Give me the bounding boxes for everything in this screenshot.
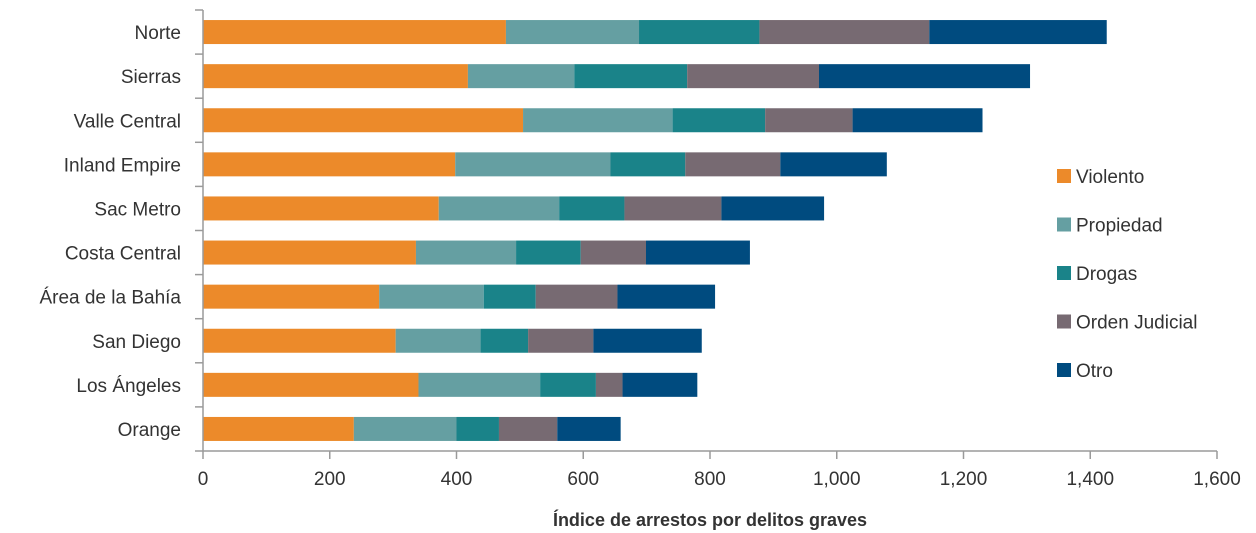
bar-area-de-la-bahia-orden-judicial	[535, 284, 618, 309]
bar-valle-central-drogas	[672, 108, 766, 133]
bar-costa-central-propiedad	[415, 240, 517, 265]
bar-los-angeles-violento	[203, 372, 419, 397]
bar-area-de-la-bahia-otro	[617, 284, 716, 309]
bar-inland-empire-propiedad	[455, 152, 611, 177]
bar-valle-central-otro	[852, 108, 983, 133]
x-tick-label: 0	[198, 469, 209, 490]
legend-swatch-orden-judicial	[1057, 314, 1071, 329]
bar-sac-metro-propiedad	[438, 196, 560, 221]
x-axis-title: Índice de arrestos por delitos graves	[553, 509, 867, 530]
x-tick-label: 800	[694, 469, 726, 490]
bar-area-de-la-bahia-drogas	[483, 284, 536, 309]
bar-san-diego-otro	[593, 328, 702, 353]
bar-area-de-la-bahia-violento	[203, 284, 380, 309]
category-label: Costa Central	[65, 244, 181, 265]
bar-los-angeles-orden-judicial	[595, 372, 623, 397]
bar-los-angeles-propiedad	[418, 372, 541, 397]
x-tick-label: 200	[314, 469, 346, 490]
legend-swatch-drogas	[1057, 266, 1071, 280]
bar-inland-empire-otro	[780, 152, 887, 177]
legend-label-drogas: Drogas	[1076, 264, 1137, 285]
bar-sac-metro-otro	[721, 196, 825, 221]
category-label: Inland Empire	[64, 155, 181, 176]
bar-sierras-otro	[819, 64, 1031, 89]
bar-norte-propiedad	[505, 20, 640, 45]
bar-los-angeles-drogas	[540, 372, 596, 397]
bar-los-angeles-otro	[622, 372, 698, 397]
x-tick-label: 600	[567, 469, 599, 490]
bar-sierras-drogas	[574, 64, 688, 89]
bar-area-de-la-bahia-propiedad	[379, 284, 484, 309]
category-label: Sierras	[121, 67, 181, 88]
bar-san-diego-orden-judicial	[528, 328, 594, 353]
legend: Violento Propiedad Drogas Orden Judicial Otr…	[1057, 167, 1197, 382]
legend-swatch-violento	[1057, 169, 1071, 183]
bar-sac-metro-orden-judicial	[624, 196, 722, 221]
bar-sierras-orden-judicial	[687, 64, 819, 89]
bars-group	[203, 20, 1107, 441]
bar-norte-drogas	[639, 20, 760, 45]
bar-valle-central-orden-judicial	[765, 108, 853, 133]
legend-label-propiedad: Propiedad	[1076, 216, 1163, 237]
category-label: San Diego	[92, 332, 181, 353]
x-tick-label: 1,200	[940, 469, 988, 490]
bar-norte-orden-judicial	[759, 20, 930, 45]
bar-costa-central-drogas	[516, 240, 581, 265]
bar-costa-central-orden-judicial	[580, 240, 646, 265]
bar-costa-central-otro	[645, 240, 750, 265]
bar-norte-otro	[929, 20, 1107, 45]
bar-costa-central-violento	[203, 240, 416, 265]
category-label: Valle Central	[74, 111, 181, 132]
legend-swatch-propiedad	[1057, 217, 1071, 232]
bar-norte-violento	[203, 20, 506, 45]
bar-inland-empire-orden-judicial	[685, 152, 781, 177]
legend-label-violento: Violento	[1076, 167, 1144, 188]
bar-inland-empire-drogas	[610, 152, 686, 177]
axes-group: Norte Sierras Valle Central Inland Empire Sa…	[39, 9, 1241, 490]
legend-label-otro: Otro	[1076, 361, 1113, 382]
category-label: Norte	[135, 23, 181, 44]
bar-san-diego-propiedad	[395, 328, 481, 353]
category-label: Orange	[118, 420, 181, 441]
bar-inland-empire-violento	[203, 152, 456, 177]
legend-swatch-otro	[1057, 363, 1071, 377]
legend-label-orden-judicial: Orden Judicial	[1076, 313, 1197, 334]
bar-valle-central-propiedad	[523, 108, 673, 133]
bar-sierras-propiedad	[467, 64, 575, 89]
bar-orange-drogas	[456, 416, 499, 441]
x-tick-label: 400	[441, 469, 473, 490]
category-label: Sac Metro	[94, 199, 181, 220]
bar-sierras-violento	[203, 64, 468, 89]
x-tick-label: 1,600	[1193, 469, 1241, 490]
bar-orange-propiedad	[353, 416, 457, 441]
bar-valle-central-violento	[203, 108, 524, 133]
category-label: Área de la Bahía	[39, 288, 181, 309]
x-tick-label: 1,400	[1066, 469, 1114, 490]
bar-orange-violento	[203, 416, 354, 441]
category-label: Los Ángeles	[76, 376, 181, 397]
bar-sac-metro-violento	[203, 196, 439, 221]
bar-san-diego-violento	[203, 328, 396, 353]
bar-orange-otro	[557, 416, 621, 441]
bar-san-diego-drogas	[480, 328, 529, 353]
bar-orange-orden-judicial	[498, 416, 558, 441]
x-tick-label: 1,000	[813, 469, 861, 490]
bar-sac-metro-drogas	[559, 196, 625, 221]
